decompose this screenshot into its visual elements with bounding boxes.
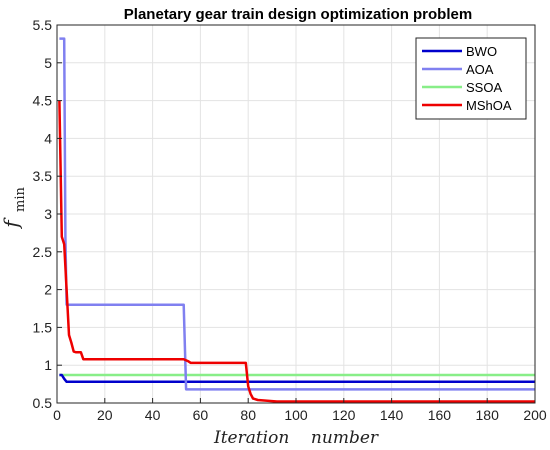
legend-label-ssoa: SSOA [466,80,502,95]
x-tick-label: 0 [53,407,61,423]
y-tick-label: 5.5 [33,17,53,33]
legend-label-aoa: AOA [466,62,494,77]
y-tick-label: 3 [44,206,52,222]
x-tick-label: 40 [145,407,161,423]
y-tick-label: 2.5 [33,244,53,260]
x-axis-label: Iteration number [213,428,379,448]
y-axis-label-subscript: min [13,187,28,212]
x-tick-label: 100 [284,407,308,423]
y-axis-label-group: f min [0,187,28,230]
y-tick-label: 1.5 [33,319,53,335]
legend-label-bwo: BWO [466,44,497,59]
y-tick-label: 2 [44,282,52,298]
y-tick-label: 4 [44,130,52,146]
y-tick-label: 1 [44,357,52,373]
y-axis-label: f [0,217,23,230]
x-tick-label: 120 [332,407,356,423]
x-tick-label: 160 [428,407,452,423]
x-tick-label: 60 [193,407,209,423]
x-tick-label: 20 [97,407,113,423]
y-tick-label: 0.5 [33,395,53,411]
chart-title: Planetary gear train design optimization… [124,6,472,23]
x-tick-label: 80 [240,407,256,423]
legend-label-mshoa: MShOA [466,98,512,113]
x-tick-label: 140 [380,407,404,423]
series-line-mshoa [58,100,535,403]
x-tick-label: 180 [476,407,500,423]
y-tick-label: 5 [44,55,52,71]
series-line-bwo [59,373,535,384]
y-tick-label: 3.5 [33,168,53,184]
x-tick-label: 200 [523,407,547,423]
series-lines [58,37,535,403]
y-tick-label: 4.5 [33,93,53,109]
tick-labels: 0 20 40 60 80 100 120 140 160 180 200 0.5 1 1.5 2 2.5 3 3… [33,17,547,423]
legend: BWO AOA SSOA MShOA [415,37,527,120]
